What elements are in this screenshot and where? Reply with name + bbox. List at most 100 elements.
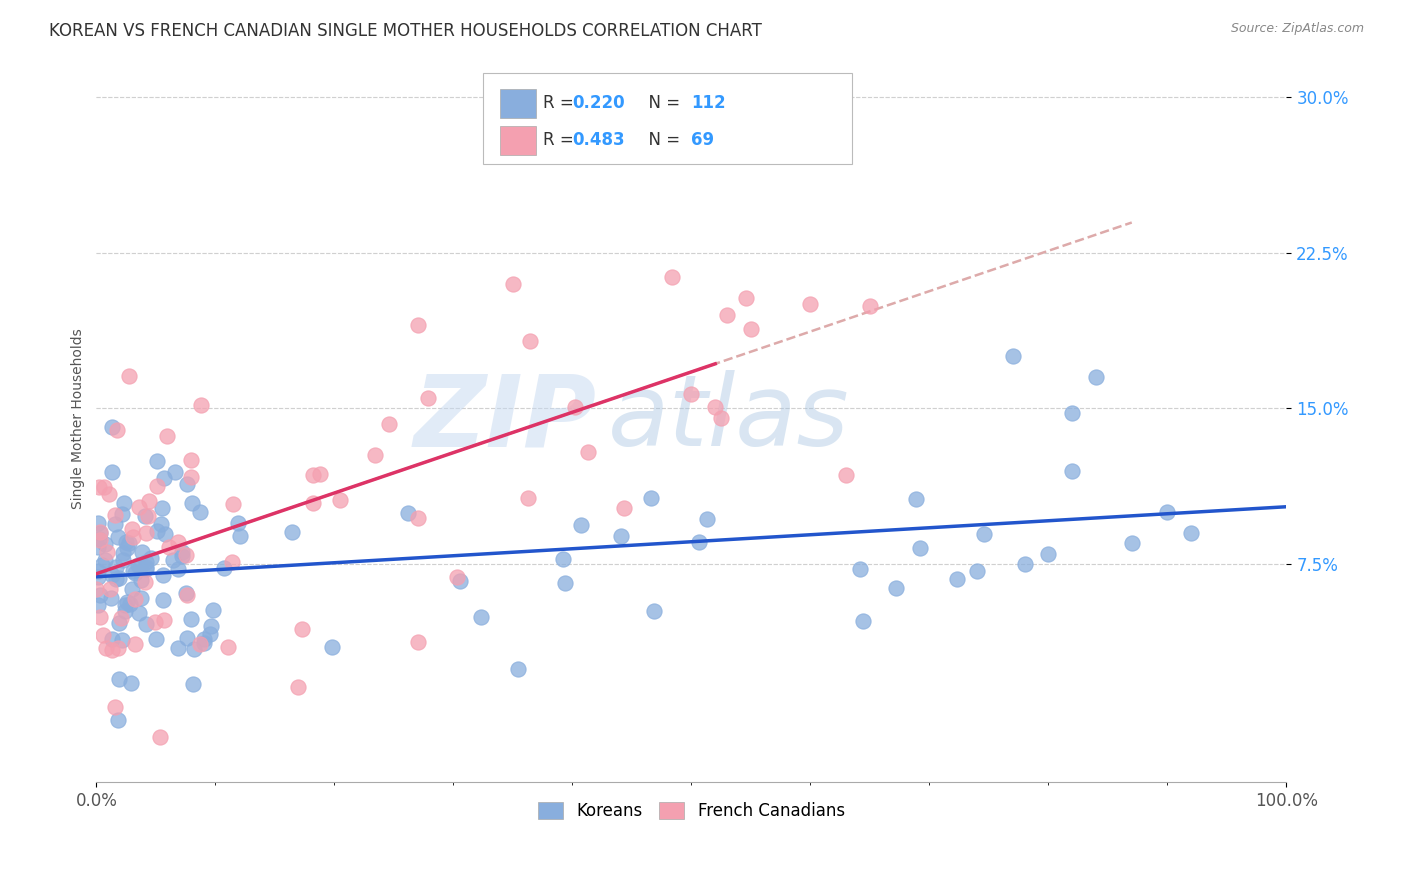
FancyBboxPatch shape bbox=[499, 88, 536, 118]
Point bbox=[193, 632, 215, 646]
Point bbox=[143, 615, 166, 629]
Text: KOREAN VS FRENCH CANADIAN SINGLE MOTHER HOUSEHOLDS CORRELATION CHART: KOREAN VS FRENCH CANADIAN SINGLE MOTHER … bbox=[49, 22, 762, 40]
Point bbox=[973, 526, 995, 541]
Point bbox=[152, 567, 174, 582]
Point bbox=[681, 387, 703, 401]
Point bbox=[446, 570, 468, 584]
Point bbox=[153, 613, 176, 627]
Point bbox=[89, 588, 111, 602]
Point bbox=[470, 610, 492, 624]
Point bbox=[107, 615, 129, 630]
Point bbox=[502, 277, 524, 291]
Text: N =: N = bbox=[638, 131, 685, 149]
Point bbox=[93, 479, 115, 493]
Point bbox=[406, 318, 429, 333]
Point bbox=[107, 713, 129, 727]
Point bbox=[1121, 536, 1143, 550]
Point bbox=[152, 593, 174, 607]
Point bbox=[124, 637, 146, 651]
Text: R =: R = bbox=[543, 95, 579, 112]
Point bbox=[101, 567, 124, 582]
Point bbox=[89, 525, 111, 540]
Point bbox=[121, 564, 143, 578]
Point bbox=[221, 497, 243, 511]
Point bbox=[302, 468, 325, 483]
Point bbox=[101, 420, 124, 434]
Point bbox=[170, 549, 193, 563]
Point bbox=[609, 529, 631, 543]
Point bbox=[115, 541, 138, 556]
Point bbox=[104, 700, 127, 714]
Point bbox=[735, 291, 758, 305]
Point bbox=[183, 642, 205, 657]
Text: R =: R = bbox=[543, 131, 579, 149]
Point bbox=[94, 640, 117, 655]
Point bbox=[94, 553, 117, 567]
Point bbox=[135, 555, 157, 569]
Point bbox=[613, 501, 636, 516]
Point bbox=[180, 612, 202, 626]
Point bbox=[643, 604, 665, 618]
Point bbox=[131, 545, 153, 559]
Point bbox=[852, 614, 875, 628]
Y-axis label: Single Mother Households: Single Mother Households bbox=[72, 328, 86, 509]
Point bbox=[94, 537, 117, 551]
Point bbox=[170, 545, 193, 559]
Point bbox=[835, 467, 858, 482]
Point bbox=[136, 508, 159, 523]
Point bbox=[112, 546, 135, 560]
Point bbox=[153, 471, 176, 485]
Point bbox=[150, 516, 173, 531]
Point bbox=[517, 491, 540, 505]
Text: 0.220: 0.220 bbox=[572, 95, 626, 112]
Text: 69: 69 bbox=[692, 131, 714, 149]
Point bbox=[859, 299, 882, 313]
Point bbox=[87, 532, 110, 546]
Point bbox=[1180, 526, 1202, 541]
Point bbox=[364, 449, 387, 463]
Point bbox=[135, 560, 157, 574]
Point bbox=[188, 505, 211, 519]
Point bbox=[86, 582, 108, 596]
Point bbox=[704, 400, 727, 414]
Point bbox=[111, 507, 134, 521]
Point bbox=[321, 640, 343, 654]
Point bbox=[149, 730, 172, 744]
Point bbox=[127, 558, 149, 572]
Point bbox=[799, 297, 821, 311]
Point bbox=[1038, 547, 1060, 561]
Point bbox=[551, 552, 574, 566]
Point bbox=[200, 619, 222, 633]
Point bbox=[128, 500, 150, 515]
Point bbox=[1085, 370, 1108, 384]
Text: 0.483: 0.483 bbox=[572, 131, 626, 149]
Point bbox=[740, 322, 762, 336]
Point bbox=[180, 453, 202, 467]
Point bbox=[146, 524, 169, 538]
Point bbox=[134, 509, 156, 524]
Point bbox=[105, 572, 128, 586]
Point bbox=[309, 467, 332, 482]
Point bbox=[114, 535, 136, 549]
Point bbox=[108, 672, 131, 686]
Point bbox=[150, 501, 173, 516]
Point bbox=[167, 640, 190, 655]
Point bbox=[118, 536, 141, 550]
Point bbox=[105, 424, 128, 438]
Point bbox=[1014, 558, 1036, 572]
Point bbox=[696, 511, 718, 525]
Point bbox=[145, 632, 167, 646]
Point bbox=[87, 541, 110, 555]
Point bbox=[114, 604, 136, 618]
FancyBboxPatch shape bbox=[499, 126, 536, 155]
Point bbox=[190, 398, 212, 412]
Point bbox=[138, 494, 160, 508]
Point bbox=[945, 572, 967, 586]
Point bbox=[121, 582, 143, 597]
Point bbox=[329, 492, 352, 507]
Text: 112: 112 bbox=[692, 95, 725, 112]
Point bbox=[87, 564, 110, 578]
Point bbox=[576, 444, 599, 458]
Point bbox=[120, 676, 142, 690]
Text: N =: N = bbox=[638, 95, 685, 112]
